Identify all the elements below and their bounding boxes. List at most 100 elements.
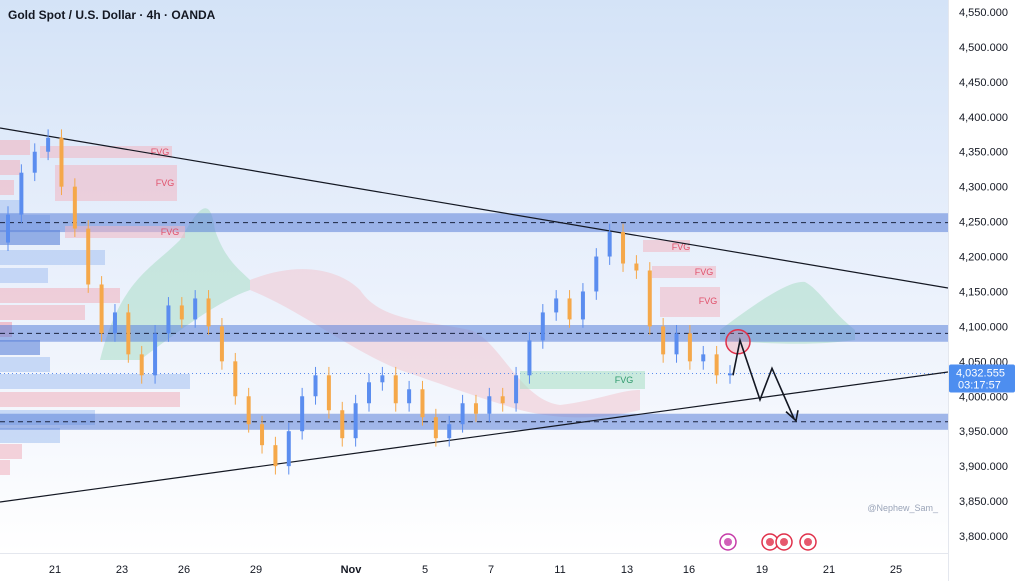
candle-body[interactable] bbox=[433, 417, 438, 439]
candle-body[interactable] bbox=[193, 298, 198, 320]
candle-body[interactable] bbox=[206, 298, 211, 327]
candle-body[interactable] bbox=[701, 354, 706, 362]
candle-body[interactable] bbox=[273, 445, 278, 467]
candle-body[interactable] bbox=[420, 389, 425, 418]
candle-body[interactable] bbox=[32, 151, 37, 173]
volume-profile-bar bbox=[0, 180, 14, 195]
candle-body[interactable] bbox=[126, 312, 131, 355]
volume-profile-bar bbox=[0, 428, 60, 443]
candle-body[interactable] bbox=[594, 256, 599, 292]
volume-profile-bar bbox=[0, 160, 20, 175]
time-tick-label: 7 bbox=[488, 564, 494, 576]
candle-body[interactable] bbox=[621, 232, 626, 264]
price-tick-label: 4,300.000 bbox=[959, 182, 1008, 194]
candle-body[interactable] bbox=[487, 396, 492, 414]
candle-body[interactable] bbox=[19, 172, 24, 215]
candle-body[interactable] bbox=[86, 228, 91, 285]
time-tick-label: 5 bbox=[422, 564, 428, 576]
time-axis[interactable]: 21 23 26 29 Nov 5 7 11 13 16 19 21 25 bbox=[0, 553, 948, 582]
fvg-label: FVG bbox=[615, 375, 634, 385]
candle-body[interactable] bbox=[661, 326, 666, 355]
fvg-label: FVG bbox=[156, 178, 175, 188]
candle-body[interactable] bbox=[554, 298, 559, 313]
fvg-box bbox=[652, 266, 716, 278]
candle-body[interactable] bbox=[6, 214, 10, 243]
fvg-label: FVG bbox=[699, 296, 718, 306]
economic-event-icon bbox=[804, 538, 812, 546]
price-axis[interactable]: 4,550.000 4,500.000 4,450.000 4,400.000 4,35… bbox=[948, 0, 1024, 581]
candle-body[interactable] bbox=[353, 403, 358, 439]
author-watermark: @Nephew_Sam_ bbox=[867, 503, 938, 513]
candle-body[interactable] bbox=[647, 270, 652, 327]
ascending-trendline[interactable] bbox=[0, 371, 948, 503]
candle-body[interactable] bbox=[380, 375, 385, 383]
price-tick-label: 3,950.000 bbox=[959, 426, 1008, 438]
descending-trendline[interactable] bbox=[0, 127, 948, 289]
price-tick-label: 4,100.000 bbox=[959, 321, 1008, 333]
price-zone-support[interactable] bbox=[0, 413, 948, 430]
projection-path[interactable] bbox=[732, 337, 795, 419]
candle-body[interactable] bbox=[634, 263, 639, 271]
volume-profile-bar bbox=[0, 268, 48, 283]
candle-body[interactable] bbox=[313, 375, 318, 397]
volume-profile-bar bbox=[0, 200, 22, 215]
fvg-label: FVG bbox=[695, 267, 714, 277]
price-tick-label: 4,350.000 bbox=[959, 147, 1008, 159]
time-tick-label: 25 bbox=[890, 564, 902, 576]
candle-body[interactable] bbox=[326, 375, 331, 411]
candle-body[interactable] bbox=[514, 375, 519, 404]
candle-body[interactable] bbox=[72, 186, 77, 229]
chart-area[interactable]: FVG FVG FVG FVG FVG FVG FVG Gold Spot / U.S. D… bbox=[0, 0, 948, 553]
price-zone-resistance[interactable] bbox=[0, 213, 948, 233]
time-tick-label: 11 bbox=[554, 564, 565, 576]
price-zone-mid[interactable] bbox=[0, 325, 948, 342]
candle-body[interactable] bbox=[473, 403, 478, 414]
candle-body[interactable] bbox=[728, 373, 732, 376]
candle-body[interactable] bbox=[300, 396, 305, 432]
candle-body[interactable] bbox=[286, 431, 291, 467]
fvg-label: FVG bbox=[161, 227, 180, 237]
candle-body[interactable] bbox=[260, 424, 265, 446]
candle-body[interactable] bbox=[139, 354, 144, 376]
price-tick-label: 4,400.000 bbox=[959, 112, 1008, 124]
candle-body[interactable] bbox=[527, 340, 532, 376]
last-price-label: 4,032.555 bbox=[956, 368, 1005, 380]
candle-body[interactable] bbox=[674, 333, 679, 355]
candle-body[interactable] bbox=[580, 291, 585, 320]
candle-body[interactable] bbox=[460, 403, 465, 425]
time-tick-label: 21 bbox=[823, 564, 835, 576]
candle-body[interactable] bbox=[393, 375, 398, 404]
volume-profile-bar bbox=[0, 230, 60, 245]
candle-body[interactable] bbox=[340, 410, 345, 439]
candle-body[interactable] bbox=[59, 137, 64, 187]
candle-body[interactable] bbox=[153, 333, 158, 376]
candle-body[interactable] bbox=[687, 333, 692, 362]
candle-body[interactable] bbox=[46, 137, 51, 152]
candle-body[interactable] bbox=[179, 305, 184, 320]
volume-profile-bar bbox=[0, 357, 50, 372]
candle-body[interactable] bbox=[567, 298, 572, 320]
candle-body[interactable] bbox=[500, 396, 505, 404]
candle-body[interactable] bbox=[246, 396, 251, 425]
candle-body[interactable] bbox=[166, 305, 171, 334]
candlestick-chart[interactable]: FVG FVG FVG FVG FVG FVG FVG bbox=[0, 0, 948, 553]
fvg-box bbox=[520, 371, 645, 389]
candle-body[interactable] bbox=[367, 382, 371, 404]
candle-body[interactable] bbox=[219, 326, 224, 362]
price-tick-label: 3,900.000 bbox=[959, 461, 1008, 473]
economic-event-icon bbox=[780, 538, 788, 546]
candle-body[interactable] bbox=[447, 424, 452, 439]
volume-profile-bar bbox=[0, 340, 40, 355]
candle-body[interactable] bbox=[112, 312, 117, 334]
candle-body[interactable] bbox=[714, 354, 719, 376]
candle-body[interactable] bbox=[233, 361, 238, 397]
candle-body[interactable] bbox=[407, 389, 412, 404]
cloud-bear bbox=[250, 269, 640, 418]
candle-body[interactable] bbox=[607, 232, 612, 257]
fvg-label: FVG bbox=[672, 242, 691, 252]
last-price-badge bbox=[949, 364, 1015, 393]
fvg-label: FVG bbox=[151, 147, 170, 157]
volume-profile-bar bbox=[0, 250, 105, 265]
candle-body[interactable] bbox=[540, 312, 545, 341]
candle-body[interactable] bbox=[99, 284, 104, 334]
